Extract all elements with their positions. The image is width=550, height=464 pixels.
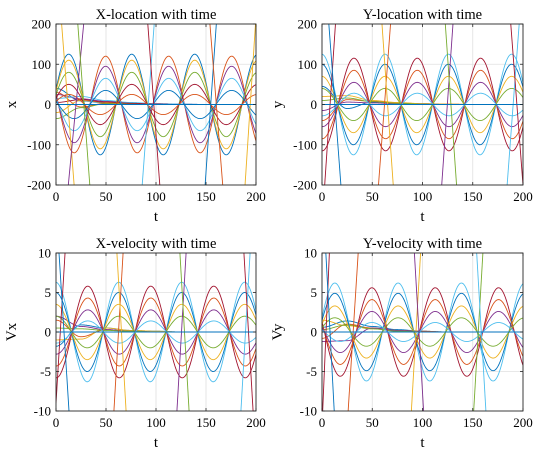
series-line-8 [322,292,523,372]
x-tick-label: 150 [196,189,216,204]
series-line-8 [56,292,256,372]
chart-panel-3: 0 50 100 150 200 -10 -5 0 5 10 X-velocity with tim… [4,236,266,451]
y-tick-label: 10 [304,246,317,261]
x-tick-label: 200 [246,415,266,430]
series-line-18 [441,24,454,185]
series-line-10 [322,305,523,359]
series-line-14 [324,24,336,185]
x-axis-label: t [154,209,159,225]
series-line-17 [61,24,75,185]
chart-panel-4: 0 50 100 150 200 -10 -5 0 5 10 Y-velocity with tim… [270,236,533,451]
series-line-6 [56,281,256,383]
x-tick-label: 0 [319,415,326,430]
y-tick-label: 0 [311,325,318,340]
y-tick-label: 0 [311,97,318,112]
series-line-23 [209,24,224,185]
series-line-20 [506,24,520,185]
series-line-15 [56,89,256,120]
x-tick-label: 50 [366,189,379,204]
x-tick-label: 50 [100,415,113,430]
series-line-19 [77,24,91,185]
series-line-21 [510,24,523,185]
x-tick-label: 0 [319,189,326,204]
x-tick-label: 150 [196,415,216,430]
series-line-13 [322,92,523,117]
series-line-13 [56,320,256,344]
y-tick-label: -200 [27,178,51,193]
series-line-14 [56,83,256,126]
x-tick-label: 150 [463,415,483,430]
y-axis-label: Vx [4,322,20,341]
y-tick-label: 10 [38,246,51,261]
y-tick-label: 200 [32,17,52,32]
series-line-12 [56,315,256,349]
x-tick-label: 50 [366,415,379,430]
series-line-8 [56,53,256,156]
y-tick-label: -200 [293,178,317,193]
series-line-12 [322,87,523,122]
series-line-7 [56,285,256,379]
x-tick-label: 50 [100,189,113,204]
series-line-6 [322,282,523,382]
x-tick-label: 200 [513,189,533,204]
series-line-9 [56,297,256,367]
y-tick-label: 200 [298,17,318,32]
series-line-7 [322,57,523,152]
series-line-16 [56,93,256,116]
series-line-20 [141,24,155,185]
series-line-22 [204,24,217,185]
x-tick-label: 100 [146,189,166,204]
y-axis-label: y [270,100,286,108]
chart-title: X-location with time [96,7,217,23]
series-line-14 [56,253,66,404]
chart-panel-1: 0 50 100 150 200 -200 -100 0 100 200 X-location wi… [4,7,266,225]
y-tick-label: 0 [45,97,52,112]
y-tick-label: -100 [293,137,317,152]
chart-panel-2: 0 50 100 150 200 -200 -100 0 100 200 Y-location wi… [270,7,533,225]
y-tick-label: -5 [306,364,317,379]
series-line-13 [322,322,523,342]
x-tick-label: 0 [53,189,60,204]
x-tick-label: 100 [413,189,433,204]
y-tick-label: -10 [34,404,51,419]
x-tick-label: 100 [146,415,166,430]
series-line-11 [322,81,523,128]
x-tick-label: 150 [463,189,483,204]
y-tick-label: 5 [311,285,318,300]
series-line-11 [322,311,523,353]
x-tick-label: 200 [513,415,533,430]
series-line-10 [322,75,523,134]
series-line-10 [56,303,256,361]
series-line-11 [56,309,256,355]
y-tick-label: -100 [27,137,51,152]
y-tick-label: 100 [32,57,52,72]
x-axis-label: t [154,435,159,451]
series-line-16 [378,24,391,185]
series-line-12 [322,317,523,347]
y-tick-label: 5 [45,285,52,300]
series-line-9 [322,69,523,140]
y-tick-label: -10 [300,404,317,419]
x-tick-label: 0 [53,415,60,430]
series-line-17 [381,24,394,185]
x-tick-label: 200 [246,189,266,204]
y-tick-label: 0 [45,325,52,340]
y-axis-label: Vy [270,323,286,340]
series-line-24 [244,24,256,185]
series-line-6 [322,53,523,156]
series-line-15 [328,24,342,185]
x-axis-label: t [420,209,425,225]
x-axis-label: t [420,435,425,451]
y-tick-label: -5 [40,364,51,379]
chart-title: Y-velocity with time [363,236,482,252]
chart-title: X-velocity with time [96,236,217,252]
series-line-19 [444,24,458,185]
y-tick-label: 100 [298,57,318,72]
series-line-21 [147,24,161,185]
chart-title: Y-location with time [363,7,482,23]
series-line-8 [322,63,523,146]
x-tick-label: 100 [413,415,433,430]
y-axis-label: x [4,100,20,108]
